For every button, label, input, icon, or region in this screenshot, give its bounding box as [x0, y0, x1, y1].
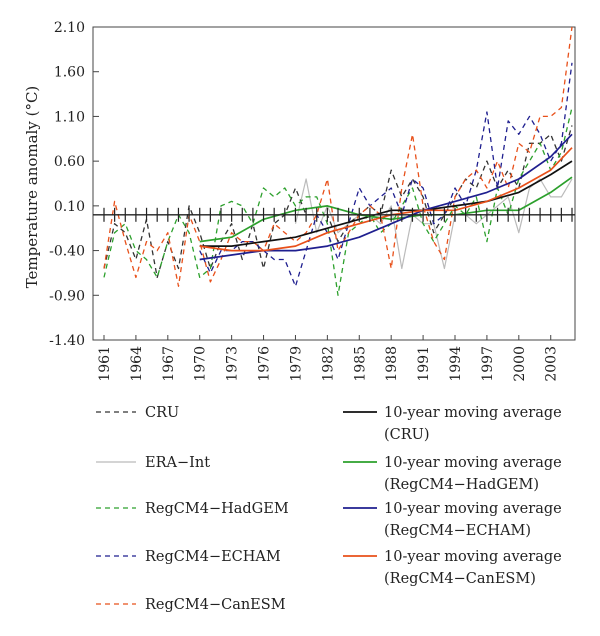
x-tick-label: 1997 [480, 346, 496, 382]
legend-label-line1: 10-year moving average [384, 549, 562, 565]
x-tick-label: 2000 [512, 346, 528, 382]
plot-area [92, 26, 576, 341]
axes: 2.10 1.60 1.10 0.60 0.10 -0.40 -0.90 -1.40 1961 1… [49, 20, 575, 382]
legend-label: CRU [145, 405, 179, 421]
legend-label: RegCM4−HadGEM [145, 501, 289, 517]
legend-label-line2: (RegCM4−ECHAM) [384, 523, 531, 539]
legend: CRU ERA−Int RegCM4−HadGEM RegCM4−ECHAM RegCM… [96, 405, 562, 613]
y-tick-label: -0.40 [49, 244, 85, 260]
series-line-2 [103, 107, 573, 296]
y-tick-label: 2.10 [54, 20, 85, 36]
y-tick-label: -0.90 [49, 288, 85, 304]
legend-label: RegCM4−CanESM [145, 597, 286, 613]
series-line-4 [103, 26, 573, 287]
series-line-5 [199, 160, 573, 247]
legend-label: RegCM4−ECHAM [145, 549, 281, 565]
x-tick-label: 2003 [544, 346, 560, 382]
legend-label-line2: (RegCM4−CanESM) [384, 571, 536, 587]
plot-frame [92, 26, 576, 341]
series-lines [103, 26, 573, 296]
legend-label-line2: (CRU) [384, 427, 430, 443]
x-tick-label: 1964 [129, 346, 145, 382]
x-tick-label: 1991 [416, 346, 432, 382]
x-tick-label: 1967 [161, 346, 177, 382]
legend-label-line1: 10-year moving average [384, 405, 562, 421]
legend-label: ERA−Int [145, 455, 210, 471]
y-tick-label: 1.60 [54, 65, 85, 81]
legend-label-line1: 10-year moving average [384, 455, 562, 471]
x-tick-label: 1988 [384, 346, 400, 382]
x-tick-label: 1961 [97, 346, 113, 382]
y-tick-label: -1.40 [49, 333, 85, 349]
x-tick-label: 1973 [225, 346, 241, 382]
series-line-6 [199, 176, 573, 243]
y-axis-title: Temperature anomaly (°C) [23, 86, 41, 289]
series-line-0 [103, 125, 573, 279]
y-tick-label: 0.60 [54, 154, 85, 170]
y-tick-label: 1.10 [54, 109, 85, 125]
x-tick-label: 1994 [448, 346, 464, 382]
legend-label-line1: 10-year moving average [384, 501, 562, 517]
x-tick-label: 1982 [320, 346, 336, 382]
x-tick-label: 1976 [257, 346, 273, 382]
x-tick-label: 1979 [288, 346, 304, 382]
x-tick-label: 1970 [193, 346, 209, 382]
y-tick-label: 0.10 [54, 199, 85, 215]
series-line-8 [199, 147, 573, 252]
x-tick-label: 1985 [352, 346, 368, 382]
legend-label-line2: (RegCM4−HadGEM) [384, 477, 539, 493]
series-line-3 [199, 62, 573, 287]
